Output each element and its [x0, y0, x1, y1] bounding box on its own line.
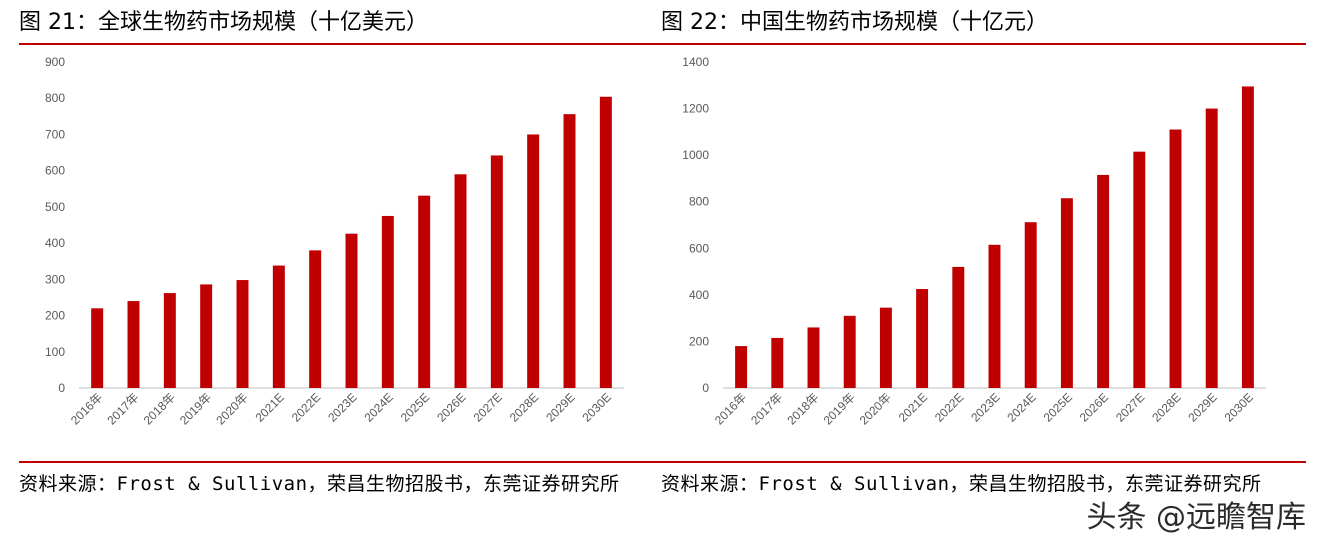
source-rule: [661, 461, 1306, 463]
bar: [563, 114, 576, 388]
y-tick-label: 500: [45, 200, 65, 214]
bar: [309, 250, 322, 388]
y-tick-label: 800: [45, 91, 65, 105]
y-tick-label: 1400: [682, 55, 709, 69]
watermark: 头条 @远瞻智库: [1086, 500, 1306, 535]
x-tick-label: 2016年: [712, 390, 749, 427]
bar: [1097, 174, 1110, 388]
x-tick-label: 2020年: [213, 390, 250, 427]
x-tick-label: 2017年: [748, 390, 785, 427]
y-tick-label: 700: [45, 127, 65, 141]
chart-panel-china: 图 22：中国生物药市场规模（十亿元） 0 200 400 600 800 1000 120…: [661, 0, 1306, 544]
title-rule: [19, 43, 664, 45]
y-tick-label: 600: [689, 241, 709, 255]
x-tick-label: 2027E: [471, 390, 505, 424]
x-tick-label: 2028E: [507, 390, 541, 424]
bar: [1169, 129, 1182, 388]
x-tick-label: 2025E: [1041, 390, 1075, 424]
source-rule: [19, 461, 664, 463]
x-tick-label: 2022E: [289, 390, 323, 424]
title-rule: [661, 43, 1306, 45]
bar: [1060, 198, 1073, 388]
x-tick-label: 2016年: [68, 390, 105, 427]
bar: [952, 266, 965, 388]
y-tick-label: 0: [58, 381, 65, 395]
x-tick-label: 2024E: [1004, 390, 1038, 424]
x-tick-label: 2026E: [434, 390, 468, 424]
bar: [916, 289, 929, 388]
y-tick-label: 1000: [682, 148, 709, 162]
y-tick-label: 100: [45, 345, 65, 359]
bar: [200, 284, 213, 388]
y-tick-label: 900: [45, 55, 65, 69]
x-tick-label: 2018年: [784, 390, 821, 427]
bar: [879, 307, 892, 388]
y-tick-label: 1200: [682, 102, 709, 116]
x-tick-label: 2029E: [543, 390, 577, 424]
y-tick-label: 200: [689, 334, 709, 348]
source-note: 资料来源：Frost & Sullivan，荣昌生物招股书，东莞证券研究所: [661, 473, 1262, 495]
y-tick-label: 300: [45, 272, 65, 286]
bar: [454, 174, 467, 388]
bar: [1241, 86, 1254, 388]
bar: [735, 346, 748, 388]
x-tick-label: 2022E: [932, 390, 966, 424]
y-tick-label: 200: [45, 309, 65, 323]
bar: [163, 293, 176, 388]
figure-title: 图 22：中国生物药市场规模（十亿元）: [661, 10, 1048, 35]
bar: [807, 327, 820, 388]
bar: [91, 308, 104, 388]
x-tick-label: 2030E: [1222, 390, 1256, 424]
x-tick-label: 2028E: [1149, 390, 1183, 424]
y-tick-label: 800: [689, 195, 709, 209]
y-tick-label: 600: [45, 164, 65, 178]
bar: [236, 280, 249, 388]
x-tick-label: 2019年: [177, 390, 214, 427]
x-tick-label: 2024E: [362, 390, 396, 424]
x-tick-label: 2025E: [398, 390, 432, 424]
x-tick-label: 2018年: [141, 390, 178, 427]
x-tick-label: 2026E: [1077, 390, 1111, 424]
x-tick-label: 2023E: [325, 390, 359, 424]
bar: [843, 315, 856, 388]
y-tick-label: 0: [702, 381, 709, 395]
bar: [1205, 108, 1218, 389]
bar: [345, 233, 358, 388]
china-market-bar-chart: 0 200 400 600 800 1000 1200 1400 2016年2017年2018年…: [682, 55, 1266, 427]
x-tick-label: 2019年: [821, 390, 858, 427]
bar: [272, 265, 285, 388]
bar: [599, 96, 612, 389]
figure-title: 图 21：全球生物药市场规模（十亿美元）: [19, 10, 428, 35]
x-tick-label: 2021E: [896, 390, 930, 424]
bar: [418, 195, 431, 388]
bar: [490, 155, 503, 388]
x-tick-label: 2027E: [1113, 390, 1147, 424]
x-tick-label: 2021E: [253, 390, 287, 424]
bar: [1133, 151, 1146, 388]
bar: [771, 337, 784, 388]
bar: [988, 244, 1001, 388]
bar: [527, 134, 540, 388]
chart-panel-global: 图 21：全球生物药市场规模（十亿美元） 0 100 200 300 400 500 600…: [19, 0, 664, 544]
bar: [381, 215, 394, 388]
x-tick-label: 2030E: [580, 390, 614, 424]
x-tick-label: 2023E: [968, 390, 1002, 424]
x-tick-label: 2020年: [857, 390, 894, 427]
bar: [127, 301, 140, 388]
x-tick-label: 2029E: [1185, 390, 1219, 424]
x-tick-label: 2017年: [104, 390, 141, 427]
y-tick-label: 400: [45, 236, 65, 250]
bar: [1024, 222, 1037, 388]
y-tick-label: 400: [689, 288, 709, 302]
source-note: 资料来源：Frost & Sullivan，荣昌生物招股书，东莞证券研究所: [19, 473, 620, 495]
